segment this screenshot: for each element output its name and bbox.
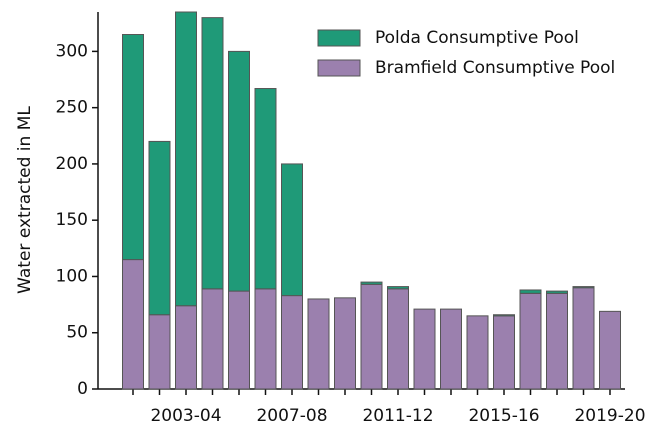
y-axis-label: Water extracted in ML (15, 106, 35, 294)
bar-segment (201, 288, 224, 390)
bar-segment (599, 310, 621, 390)
y-tick-label: 200 (56, 154, 88, 174)
x-tick-label: 2015-16 (468, 406, 539, 425)
bar-segment (228, 290, 250, 390)
bar-segment (493, 314, 515, 317)
bar-segment (572, 286, 595, 289)
bar-segment (122, 34, 144, 261)
bar-segment (466, 315, 489, 390)
bar-segment (201, 17, 224, 290)
bar-segment (387, 286, 409, 290)
y-tick-label: 150 (56, 210, 88, 230)
y-tick-label: 50 (66, 323, 88, 343)
bar-segment (493, 315, 515, 390)
bar-segment (387, 288, 409, 390)
bar-segment (122, 259, 144, 390)
bar-segment (148, 314, 171, 390)
bar-segment (519, 289, 542, 294)
legend-swatch (317, 59, 361, 77)
bar-segment (281, 295, 303, 390)
bar-segment (254, 288, 277, 390)
legend-swatch (317, 29, 361, 47)
bar-segment (360, 283, 383, 390)
x-tick-label: 2019-20 (574, 406, 645, 425)
bar-segment (175, 305, 197, 390)
bar-segment (440, 308, 462, 390)
x-tick-label: 2011-12 (362, 406, 433, 425)
y-tick-label: 300 (56, 41, 88, 61)
bar-segment (148, 140, 171, 316)
bar-segment (572, 287, 595, 390)
bar-segment (413, 308, 436, 390)
bar-segment (307, 298, 330, 390)
bar-segment (546, 290, 568, 294)
x-tick-label: 2007-08 (256, 406, 327, 425)
y-tick-label: 0 (77, 379, 88, 399)
bar-segment (519, 292, 542, 390)
x-tick-label: 2003-04 (150, 406, 221, 425)
bar-segment (334, 297, 356, 390)
bar-segment (360, 281, 383, 285)
bar-segment (546, 292, 568, 390)
bar-segment (254, 88, 277, 290)
bar-segment (175, 11, 197, 307)
y-tick-label: 100 (56, 266, 88, 286)
bar-segment (228, 50, 250, 292)
y-tick-label: 250 (56, 98, 88, 118)
legend-label: Bramfield Consumptive Pool (375, 58, 615, 78)
legend-label: Polda Consumptive Pool (375, 28, 579, 48)
bar-segment (281, 163, 303, 297)
